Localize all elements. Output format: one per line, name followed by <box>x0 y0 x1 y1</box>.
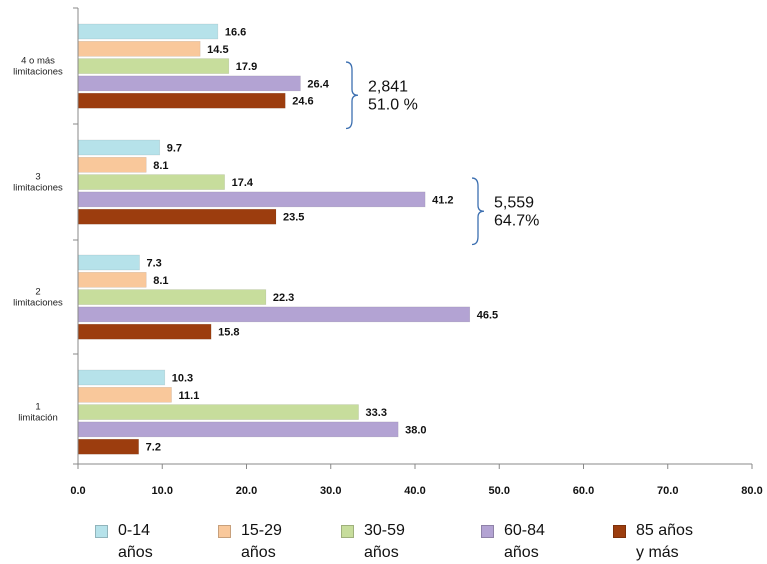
bar <box>77 421 399 438</box>
category-label: 3 <box>35 171 40 182</box>
bar <box>77 191 426 208</box>
bar <box>77 306 471 323</box>
x-tick-label: 20.0 <box>236 485 257 497</box>
bar <box>77 404 359 420</box>
legend-swatch <box>95 525 108 538</box>
category-label: limitaciones <box>13 182 63 193</box>
data-label: 7.2 <box>146 442 161 454</box>
data-label: 7.3 <box>147 258 162 270</box>
legend-label: 85 años y más <box>636 522 693 561</box>
category-label: 2 <box>35 286 40 297</box>
x-tick-label: 60.0 <box>573 485 594 497</box>
data-label: 15.8 <box>218 327 239 339</box>
bar <box>77 289 267 305</box>
bar <box>77 23 219 40</box>
bar <box>77 271 147 288</box>
data-label: 10.3 <box>172 373 193 385</box>
data-label: 33.3 <box>366 407 387 419</box>
bar <box>77 438 139 455</box>
legend-swatch <box>218 525 231 538</box>
data-label: 17.4 <box>232 177 254 189</box>
data-label: 41.2 <box>432 194 453 206</box>
bar <box>77 75 301 92</box>
bar <box>77 369 166 386</box>
legend-label: 60-84 años <box>504 522 545 561</box>
bar <box>77 92 286 109</box>
data-label: 11.1 <box>179 390 200 402</box>
x-tick-label: 80.0 <box>741 485 762 497</box>
bar <box>77 139 161 156</box>
bar <box>77 323 212 340</box>
data-label: 9.7 <box>167 143 182 155</box>
data-label: 24.6 <box>292 96 313 108</box>
data-label: 17.9 <box>236 61 257 73</box>
x-tick-label: 0.0 <box>70 485 85 497</box>
category-label: limitaciones <box>13 297 63 308</box>
category-label: limitaciones <box>13 66 63 77</box>
data-label: 22.3 <box>273 292 294 304</box>
legend-swatch <box>481 525 494 538</box>
legend-swatch <box>341 525 354 538</box>
data-label: 46.5 <box>477 309 498 321</box>
x-tick-label: 50.0 <box>489 485 510 497</box>
bar <box>77 174 225 190</box>
bar <box>77 40 201 57</box>
data-label: 23.5 <box>283 212 304 224</box>
annotation-text: 2,841 <box>368 78 408 95</box>
legend-swatch <box>613 525 626 538</box>
data-label: 16.6 <box>225 27 246 39</box>
x-tick-label: 70.0 <box>657 485 678 497</box>
legend-label: 15-29 años <box>241 522 282 561</box>
category-label: limitación <box>18 412 58 423</box>
bar <box>77 208 277 225</box>
data-label: 8.1 <box>153 275 168 287</box>
brace <box>471 177 485 246</box>
bar <box>77 254 140 271</box>
legend-label: 30-59 años <box>364 522 405 561</box>
category-label: 1 <box>35 401 40 412</box>
data-label: 26.4 <box>307 78 329 90</box>
category-label: 4 o más <box>21 55 55 66</box>
bar <box>77 58 230 74</box>
data-label: 8.1 <box>153 160 168 172</box>
bar <box>77 386 172 403</box>
data-label: 38.0 <box>405 424 426 436</box>
brace <box>345 61 359 130</box>
legend-label: 0-14 años <box>118 522 153 561</box>
bar <box>77 157 147 173</box>
annotation-text: 5,559 <box>494 194 534 211</box>
annotation-text: 51.0 % <box>368 96 418 113</box>
x-tick-label: 30.0 <box>320 485 341 497</box>
annotation-text: 64.7% <box>494 212 539 229</box>
x-tick-label: 10.0 <box>152 485 173 497</box>
data-label: 14.5 <box>207 44 228 56</box>
x-tick-label: 40.0 <box>404 485 425 497</box>
